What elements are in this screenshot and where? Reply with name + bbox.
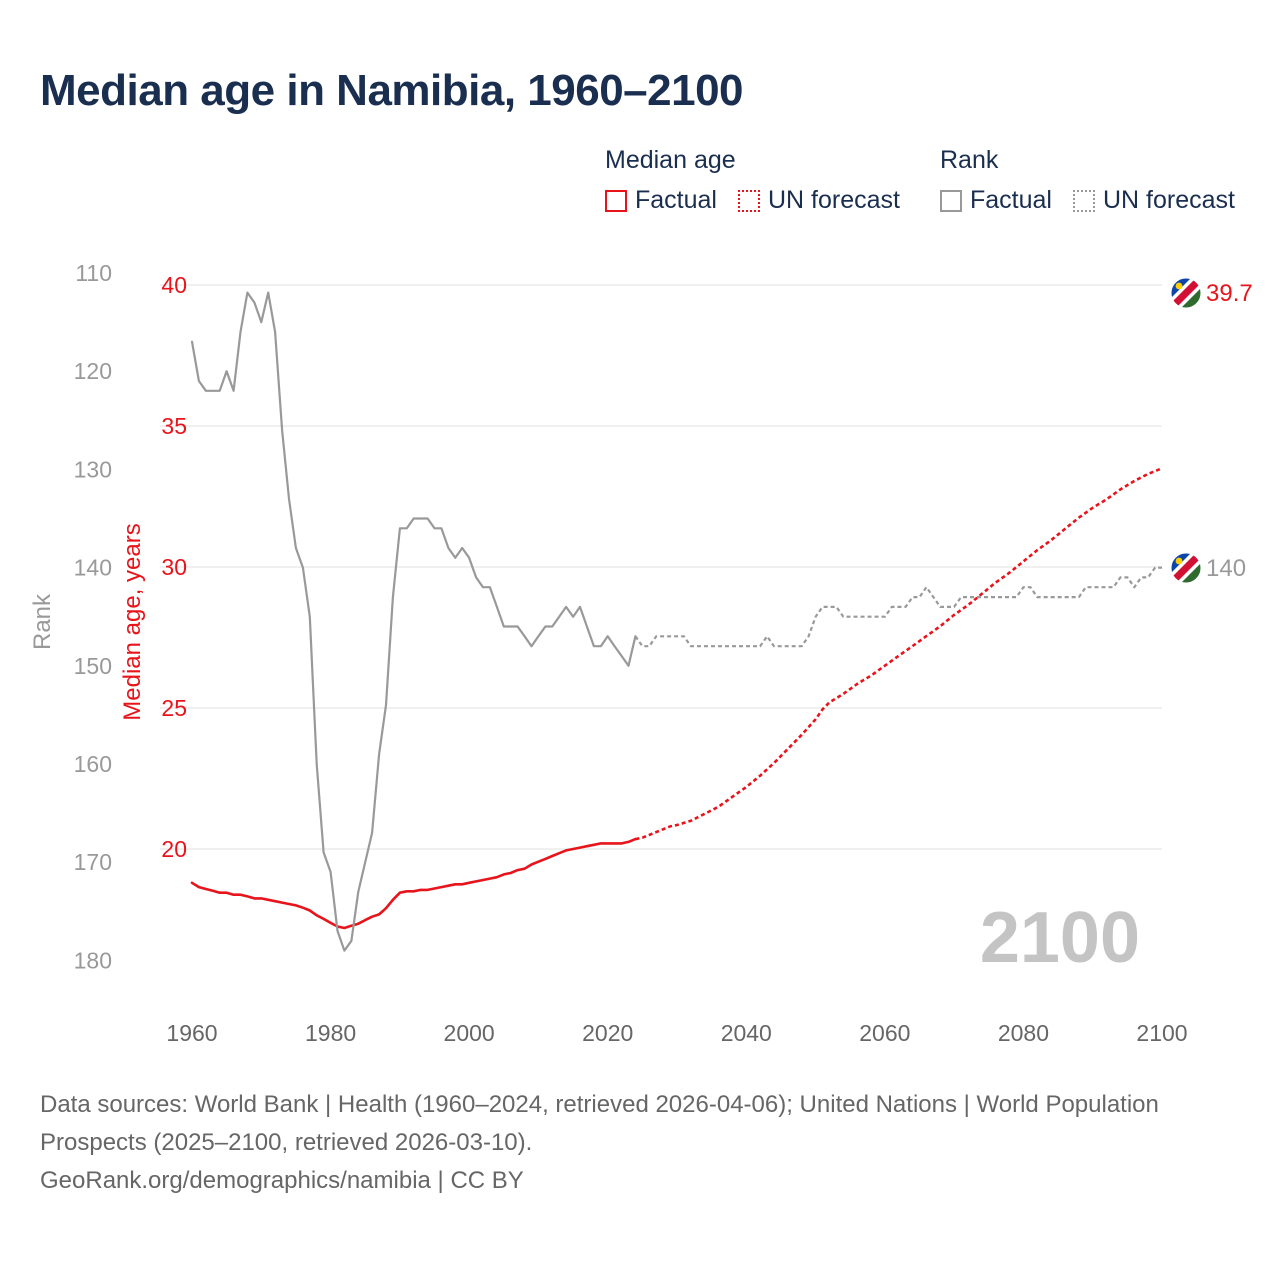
legend-label: UN forecast (768, 186, 900, 214)
x-tick-label: 2020 (582, 1020, 633, 1046)
rank-axis-ticks: 110 120 130 140 150 160 170 180 (74, 260, 112, 973)
rank-tick-label: 160 (74, 751, 112, 777)
rank-tick-label: 120 (74, 358, 112, 384)
legend-median-factual[interactable]: Factual (605, 186, 717, 215)
data-sources: Data sources: World Bank | Health (1960–… (40, 1091, 1159, 1156)
series-endpoints: 39.7 140 (1170, 277, 1253, 584)
median-tick-label: 20 (161, 836, 187, 862)
rank-end-label: 140 (1206, 555, 1246, 582)
legend-rank-forecast[interactable]: UN forecast (1073, 186, 1235, 215)
median-age-flag-icon (1170, 277, 1202, 309)
chart-area: 2100 110 120 130 140 150 160 170 180 40 35 30 25 20… (29, 260, 1253, 1046)
rank-tick-label: 150 (74, 653, 112, 679)
chart-title: Median age in Namibia, 1960–2100 (40, 66, 744, 115)
rank-forecast-line (634, 566, 1162, 648)
legend-swatch-median-forecast (738, 189, 760, 212)
legend-rank-heading: Rank (940, 146, 999, 174)
gridlines (160, 284, 1162, 850)
x-axis-ticks: 1960 1980 2000 2020 2040 2060 2080 2100 (166, 1020, 1187, 1046)
median-age-flag-border (1170, 277, 1202, 309)
legend-label: Factual (970, 186, 1052, 214)
year-watermark: 2100 (980, 898, 1140, 978)
rank-tick-label: 180 (74, 947, 112, 973)
median-axis-ticks: 40 35 30 25 20 (161, 272, 187, 862)
legend-label: UN forecast (1103, 186, 1235, 214)
series (190, 291, 1163, 952)
median-age-forecast-line (635, 467, 1163, 841)
rank-tick-label: 140 (74, 555, 112, 581)
x-tick-label: 2060 (859, 1020, 910, 1046)
legend-swatch-rank-factual (940, 189, 962, 212)
footer: Data sources: World Bank | Health (1960–… (40, 1086, 1220, 1200)
median-tick-label: 25 (161, 695, 187, 721)
x-tick-label: 2040 (721, 1020, 772, 1046)
rank-axis-label: Rank (29, 593, 56, 650)
rank-factual-line (190, 291, 637, 952)
median-tick-label: 30 (161, 554, 187, 580)
x-tick-label: 1960 (166, 1020, 217, 1046)
rank-tick-label: 130 (74, 456, 112, 482)
median-axis-label: Median age, years (119, 523, 146, 720)
rank-flag-border (1170, 552, 1202, 584)
median-tick-label: 35 (161, 413, 187, 439)
rank-flag-icon (1170, 552, 1202, 584)
legend-label: Factual (635, 186, 717, 214)
median-age-factual-line (190, 837, 637, 930)
x-tick-label: 2080 (998, 1020, 1049, 1046)
x-tick-label: 1980 (305, 1020, 356, 1046)
x-tick-label: 2100 (1136, 1020, 1187, 1046)
legend-median-heading: Median age (605, 146, 736, 174)
legend-median-forecast[interactable]: UN forecast (738, 186, 900, 215)
credit-link[interactable]: GeoRank.org/demographics/namibia | CC BY (40, 1167, 524, 1194)
legend-rank-factual[interactable]: Factual (940, 186, 1052, 215)
rank-tick-label: 110 (75, 260, 112, 286)
legend-swatch-median-factual (605, 189, 627, 212)
median-age-end-label: 39.7 (1206, 280, 1253, 307)
rank-tick-label: 170 (74, 849, 112, 875)
legend-swatch-rank-forecast (1073, 189, 1095, 212)
x-tick-label: 2000 (444, 1020, 495, 1046)
median-tick-label: 40 (161, 272, 187, 298)
